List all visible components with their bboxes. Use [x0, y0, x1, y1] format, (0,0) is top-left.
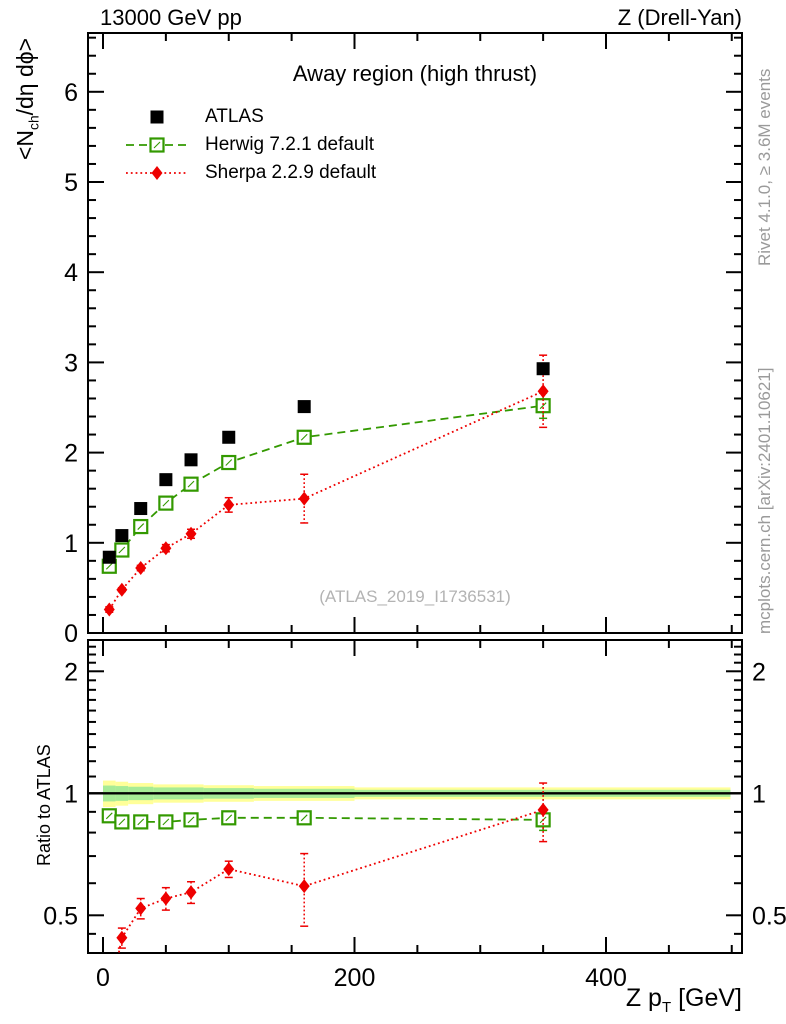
svg-text:6: 6: [64, 79, 78, 107]
svg-text:1: 1: [64, 530, 78, 558]
svg-text:200: 200: [334, 964, 376, 992]
analysis-id-watermark: (ATLAS_2019_I1736531): [319, 587, 511, 606]
legend-item-atlas: ATLAS: [122, 103, 376, 131]
svg-text:5: 5: [64, 169, 78, 197]
svg-text:0: 0: [64, 620, 78, 648]
legend-item-sherpa: Sherpa 2.2.9 default: [122, 159, 376, 187]
svg-text:1: 1: [64, 780, 78, 808]
svg-text:2: 2: [64, 440, 78, 468]
series-atlas: [102, 362, 550, 564]
atlas-marker-icon: [150, 110, 164, 124]
svg-text:0.5: 0.5: [752, 902, 786, 930]
legend: ATLAS Herwig 7.2.1 default Sherpa 2.2.9 …: [122, 103, 376, 187]
svg-text:3: 3: [64, 349, 78, 377]
herwig-marker-icon: [126, 137, 188, 153]
svg-text:4: 4: [64, 259, 78, 287]
legend-item-herwig: Herwig 7.2.1 default: [122, 131, 376, 159]
legend-label: Sherpa 2.2.9 default: [205, 162, 377, 183]
legend-label: Herwig 7.2.1 default: [205, 134, 374, 155]
svg-text:2: 2: [64, 658, 78, 686]
beam-energy-label: 13000 GeV pp: [100, 5, 242, 30]
svg-text:1: 1: [752, 780, 766, 808]
axes: 0 1 2 3 4 5 6 0 200 400 0.5 0.5 1 1 2 2: [43, 32, 786, 992]
x-axis-label: Z pT [GeV]: [625, 984, 742, 1016]
y-axis-label: <Nch/dη dϕ>: [12, 37, 42, 160]
svg-text:0: 0: [96, 964, 110, 992]
rivet-version-note: Rivet 4.1.0, ≥ 3.6M events: [755, 68, 774, 266]
legend-label: ATLAS: [205, 106, 264, 127]
series-herwig-7-2-1-default: [101, 392, 551, 574]
series-sherpa-2-2-9-default: [103, 354, 549, 617]
ratio-axis-label: Ratio to ATLAS: [34, 744, 54, 866]
svg-text:2: 2: [752, 658, 766, 686]
series-herwig-7-2-1-default: [101, 808, 551, 832]
process-label: Z (Drell-Yan): [617, 5, 742, 30]
svg-text:0.5: 0.5: [43, 902, 78, 930]
series-sherpa-2-2-9-default: [116, 782, 549, 953]
mcplots-arxiv-note: mcplots.cern.ch [arXiv:2401.10621]: [755, 367, 774, 634]
svg-text:400: 400: [585, 964, 627, 992]
plot-title: Away region (high thrust): [292, 61, 538, 86]
sherpa-marker-icon: [126, 166, 188, 180]
